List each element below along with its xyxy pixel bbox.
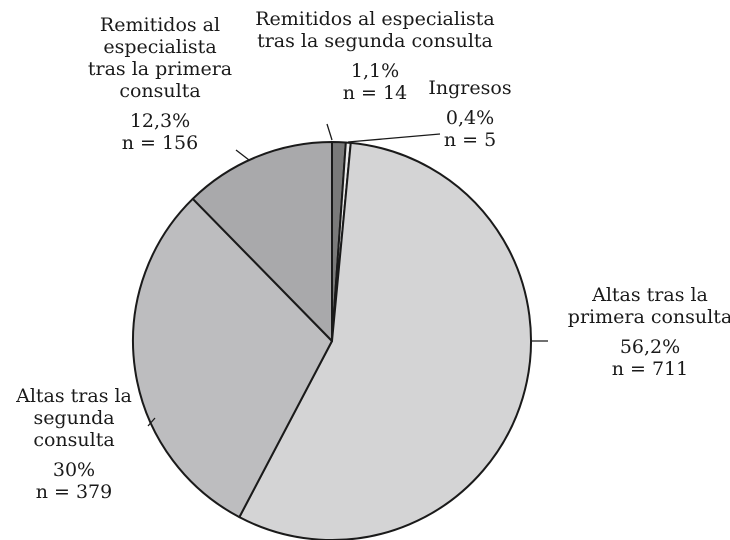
slice-label-line: Ingresos [428,77,511,99]
slice-label-4: Remitidos al especialista tras la primera c… [88,14,232,154]
slice-count: n = 711 [612,358,689,380]
leader-line-0 [326,123,333,141]
pie-slices [132,140,532,540]
pie-slice-4 [191,141,333,342]
slice-label-line: consulta [119,80,200,102]
slice-percent: 1,1% [351,60,399,82]
slice-label-line: tras la segunda consulta [257,30,493,52]
slice-percent: 0,4% [446,107,494,129]
slice-label-2: Altas tras la primera consulta 56,2% n = 71… [568,284,730,380]
leader-line-1 [347,133,441,143]
slice-label-line: Altas tras la [591,284,708,306]
slice-label-line: primera consulta [568,306,730,328]
leader-lines [147,123,548,427]
slice-label-line: especialista [103,36,216,58]
slice-count: n = 5 [444,129,496,151]
slice-count: n = 379 [36,481,113,503]
leader-line-3 [147,417,156,427]
slice-label-line: Remitidos al especialista [255,8,495,30]
slice-percent: 56,2% [620,336,680,358]
slice-count: n = 14 [343,82,407,104]
pie-slice-3 [132,197,333,519]
slice-label-line: consulta [33,429,114,451]
slice-label-line: tras la primera [88,58,232,80]
slice-label-line: segunda [33,407,114,429]
slice-percent: 12,3% [130,110,190,132]
slice-labels: Remitidos al especialista tras la segunda… [15,8,730,503]
slice-label-line: Altas tras la [15,385,132,407]
slice-count: n = 156 [122,132,199,154]
slice-label-line: Remitidos al [100,14,220,36]
leader-line-4 [235,149,250,161]
slice-label-3: Altas tras la segunda consulta 30% n = 379 [15,385,132,503]
slice-percent: 30% [53,459,95,481]
slice-label-1: Ingresos 0,4% n = 5 [428,77,511,151]
slice-label-0: Remitidos al especialista tras la segunda… [255,8,495,104]
